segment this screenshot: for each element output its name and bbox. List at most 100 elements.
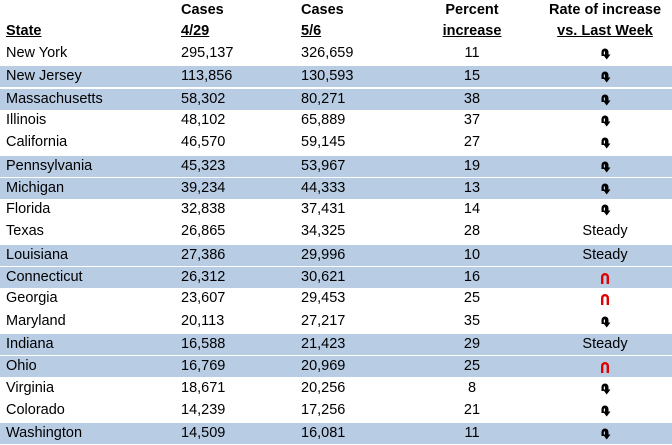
cell: Steady <box>582 223 628 240</box>
cell: 11 <box>464 425 480 442</box>
cell: 30,621 <box>301 269 346 285</box>
table-row: Ohio 16,769 20,969 25 <box>0 355 672 378</box>
icon-shape <box>601 71 611 83</box>
cell: Maryland <box>6 312 66 329</box>
cell: 14,509 <box>181 425 226 442</box>
cell: 80,271 <box>301 90 346 107</box>
cell: 38 <box>463 90 481 107</box>
cell: Connecticut <box>6 269 83 285</box>
table-row: Connecticut 26,312 30,621 16 <box>0 266 672 288</box>
column-header: 5/6 <box>301 23 322 39</box>
cell: 29 <box>463 335 481 352</box>
table-row: Washington 14,509 16,081 11 <box>0 422 672 445</box>
cell: Ohio <box>6 358 37 375</box>
cell: 19 <box>463 157 481 174</box>
cell: 44,333 <box>301 179 346 196</box>
icon-shape <box>601 115 611 127</box>
cell: 14 <box>463 201 481 218</box>
cell: 13 <box>463 179 481 196</box>
table-row: Maryland 20,113 27,217 35 <box>0 311 672 333</box>
table-row: Colorado 14,239 17,256 21 <box>0 400 672 422</box>
table-row: Illinois 48,102 65,889 37 <box>0 110 672 132</box>
cell: 20,256 <box>301 379 346 396</box>
column-header: increase <box>442 23 502 39</box>
column-header: Cases <box>301 2 344 18</box>
icon-shape <box>601 48 611 60</box>
cell: 48,102 <box>181 111 226 128</box>
cell: 14,239 <box>181 401 226 418</box>
icon-shape <box>601 161 611 172</box>
icon-shape <box>601 428 611 440</box>
cell: 26,312 <box>181 269 226 285</box>
cell: 21,423 <box>301 335 346 352</box>
trend-icon <box>601 137 611 149</box>
cell: 295,137 <box>181 45 234 61</box>
icon-shape <box>601 294 609 306</box>
table-row: Michigan 39,234 44,333 13 <box>0 176 672 199</box>
cell: 35 <box>463 312 481 329</box>
trend-icon <box>601 316 611 328</box>
column-header: vs. Last Week <box>557 23 653 39</box>
cell: 26,865 <box>181 223 226 240</box>
cell: New Jersey <box>6 68 82 85</box>
cell: 8 <box>467 379 477 396</box>
icon-shape <box>601 316 611 328</box>
cell: 58,302 <box>181 90 226 107</box>
column-header: 4/29 <box>181 23 210 39</box>
cell: 34,325 <box>301 223 346 240</box>
column-header: Rate of increase <box>548 2 662 18</box>
icon-shape <box>601 405 611 417</box>
cell: 16,081 <box>301 425 346 442</box>
trend-icon <box>601 48 611 60</box>
cell: Georgia <box>6 290 58 307</box>
cell: 20,113 <box>181 312 225 329</box>
cell: 32,838 <box>181 201 226 218</box>
trend-icon <box>601 273 609 284</box>
trend-icon <box>601 362 609 374</box>
cell: 27 <box>463 134 481 151</box>
cell: Florida <box>6 201 51 218</box>
icon-shape <box>601 273 609 284</box>
cell: 16 <box>463 269 481 285</box>
cell: 25 <box>463 290 481 307</box>
trend-icon <box>601 383 611 394</box>
cell: 17,256 <box>301 401 346 418</box>
table-row: New York 295,137 326,659 11 <box>0 43 672 65</box>
cell: Massachusetts <box>6 90 103 107</box>
icon-shape <box>601 204 611 216</box>
cell: Steady <box>582 246 628 263</box>
trend-icon <box>601 405 611 417</box>
table-row: Texas 26,865 34,325 28 Steady <box>0 221 672 243</box>
cell: 10 <box>463 246 481 263</box>
cell: 37,431 <box>301 201 346 218</box>
icon-shape <box>601 183 611 195</box>
icon-shape <box>601 383 611 394</box>
trend-icon <box>601 115 611 127</box>
cell: 37 <box>463 111 481 128</box>
cell: 326,659 <box>301 45 354 61</box>
cell: Indiana <box>6 335 54 352</box>
table-row: Georgia 23,607 29,453 25 <box>0 288 672 310</box>
cell: 20,969 <box>301 358 346 375</box>
icon-shape <box>601 94 611 106</box>
cell: 16,588 <box>181 335 226 352</box>
cell: 130,593 <box>301 68 354 85</box>
trend-icon <box>601 204 611 216</box>
column-header: Percent <box>445 2 499 18</box>
trend-icon <box>601 94 611 106</box>
icon-shape <box>601 362 609 374</box>
column-header: Cases <box>181 2 224 18</box>
cell: 65,889 <box>301 111 346 128</box>
table-row: Indiana 16,588 21,423 29 Steady <box>0 332 672 355</box>
cell: 29,996 <box>301 246 346 263</box>
cell: 46,570 <box>181 134 226 151</box>
cell: Louisiana <box>6 246 69 263</box>
table-row: Massachusetts 58,302 80,271 38 <box>0 87 672 110</box>
cell: 53,967 <box>301 157 346 174</box>
table-row: Louisiana 27,386 29,996 10 Steady <box>0 243 672 266</box>
cell: 45,323 <box>181 157 226 174</box>
table-row: California 46,570 59,145 27 <box>0 132 672 154</box>
trend-icon <box>601 161 611 172</box>
icon-shape <box>601 137 611 149</box>
